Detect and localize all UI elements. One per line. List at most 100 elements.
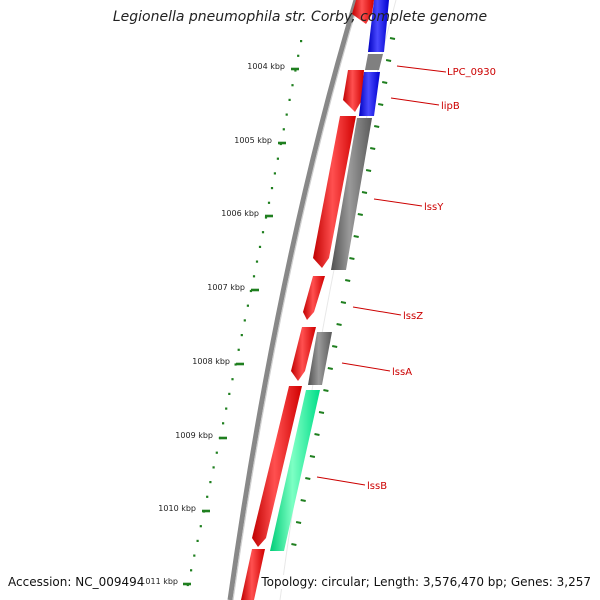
gene-arrow-green[interactable] [270,390,320,551]
scale-minor-tick [212,466,215,469]
scale-minor-tick [255,260,259,263]
scale-label: 1006 kbp [221,209,259,218]
outer-strand-tick [336,323,342,326]
scale-minor-tick [186,583,189,587]
scale-label: 1004 kbp [247,62,285,71]
scale-minor-tick [279,142,282,146]
scale-minor-tick [285,113,288,116]
genome-backbone-highlight [232,0,360,600]
scale-minor-tick [294,69,297,72]
gene-arrow-forward[interactable] [303,276,325,320]
scale-label: 1007 kbp [207,283,245,292]
gene-label-line [352,306,402,316]
scale-minor-tick [193,554,196,557]
scale-label: 1009 kbp [175,431,213,440]
scale-minor-tick [297,54,300,57]
genome-backbone-ring [227,0,359,600]
scale-minor-tick [258,245,262,248]
scale-minor-tick [273,172,276,175]
outer-strand-tick [378,103,384,106]
gene-label-lipB[interactable]: lipB [441,101,460,112]
outer-strand-tick [314,433,320,436]
scale-minor-ticks [186,40,303,587]
scale-minor-tick [215,451,218,454]
forward-strand-genes [241,0,374,600]
scale-minor-tick [218,436,221,440]
outer-strand-tick [357,213,363,216]
gene-arrow-blue[interactable] [359,72,380,116]
scale-minor-tick [240,334,243,337]
gene-label-LPC_0930[interactable]: LPC_0930 [447,67,496,78]
gene-arrow-reverse[interactable] [365,54,383,70]
gene-label-lssZ[interactable]: lssZ [403,311,423,322]
outer-strand-tick [340,301,347,304]
scale-minor-tick [282,128,285,131]
scale-minor-tick [288,98,291,101]
outer-strand-tick [309,455,316,458]
scale-label: 1008 kbp [192,357,230,366]
outer-strand-tick [365,169,372,172]
outer-strand-tick [300,499,306,502]
scale-minor-tick [300,40,303,43]
scale-minor-tick [202,510,206,513]
scale-minor-tick [261,231,265,234]
outer-strand-tick [349,257,355,260]
gene-arrow-reverse[interactable] [308,332,332,385]
scale-minor-tick [225,407,228,410]
outer-strand-tick [353,235,359,238]
gene-label-line [341,362,391,372]
scale-minor-tick [209,481,212,484]
outer-strand-tick [318,411,325,414]
scale-label: 1011 kbp [140,577,178,586]
gene-arrow-blue[interactable] [368,0,389,52]
scale-minor-tick [249,289,252,293]
gene-label-lssB[interactable]: lssB [367,481,387,492]
outer-strand-tick [361,191,368,194]
scale-minor-tick [222,422,225,425]
scale-minor-tick [206,495,209,498]
gene-label-line [396,65,447,73]
gene-arrow-forward[interactable] [241,549,265,600]
scale-label: 1005 kbp [234,136,272,145]
outer-strand-tick [389,37,396,40]
outer-strand-tick [345,279,351,282]
gene-label-line [390,97,440,106]
scale-minor-tick [199,525,202,528]
gene-label-lines [316,65,447,486]
outer-strand-tick [291,543,297,546]
gene-arrow-reverse[interactable] [331,118,372,270]
scale-minor-tick [196,539,199,542]
scale-minor-tick [276,157,279,160]
gene-label-lssY[interactable]: lssY [424,202,444,213]
gene-label-lssA[interactable]: lssA [392,367,412,378]
outer-strand-tick [332,345,338,348]
outer-strand-ticks [291,37,396,546]
scale-minor-tick [264,216,268,219]
outer-strand-tick [382,81,388,84]
scale-minor-tick [228,392,231,395]
accession-text: Accession: NC_009494 [8,575,145,589]
gene-arrow-forward[interactable] [343,70,364,112]
gene-label-line [316,476,366,486]
scale-minor-tick [234,363,237,366]
outer-strand-tick [295,521,302,524]
gene-labels: LPC_0930 lipB lssY lssZ lssA lssB [367,67,496,492]
reverse-strand-genes [270,0,389,551]
outer-guide-line [279,0,397,600]
scale-minor-tick [190,569,193,572]
outer-strand-tick [370,147,376,150]
gene-arrow-forward[interactable] [352,0,374,24]
gene-arrow-forward[interactable] [291,327,316,381]
outer-strand-tick [323,389,329,392]
scale-minor-tick [231,378,234,381]
gene-arrow-forward[interactable] [252,386,302,547]
scale-labels: 1004 kbp 1005 kbp 1006 kbp 1007 kbp 1008… [140,62,285,586]
outer-strand-tick [374,125,380,128]
scale-label: 1010 kbp [158,504,196,513]
scale-minor-tick [243,319,246,322]
scale-minor-tick [252,275,256,278]
scale-minor-tick [237,348,240,351]
gene-arrow-forward[interactable] [313,116,356,268]
